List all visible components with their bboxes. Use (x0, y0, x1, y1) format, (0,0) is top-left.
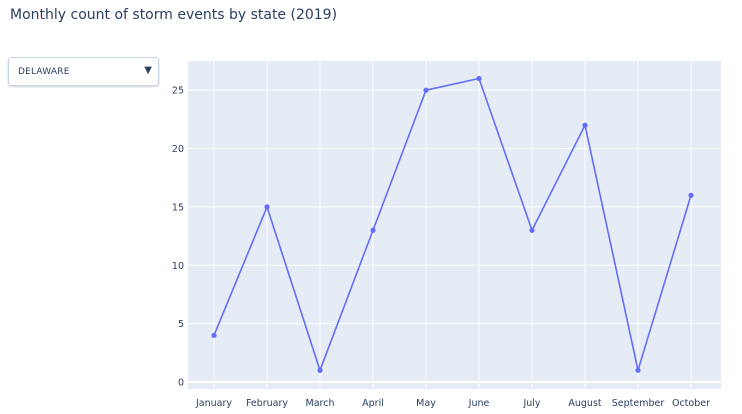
data-point[interactable] (635, 367, 641, 373)
x-tick-label: July (522, 398, 540, 409)
data-point[interactable] (529, 227, 535, 233)
data-point[interactable] (211, 332, 217, 338)
x-tick-label: October (672, 398, 710, 409)
x-tick-label: January (195, 398, 232, 409)
data-point[interactable] (582, 122, 588, 128)
data-point[interactable] (264, 204, 270, 210)
y-tick-label: 25 (172, 86, 184, 97)
x-tick-label: February (246, 398, 288, 409)
data-point[interactable] (317, 367, 323, 373)
data-point[interactable] (370, 227, 376, 233)
plot-area (188, 61, 721, 389)
data-point[interactable] (423, 87, 429, 93)
x-tick-label: June (468, 398, 490, 409)
y-tick-label: 0 (178, 377, 184, 388)
chart-title: Monthly count of storm events by state (… (10, 7, 338, 23)
state-dropdown[interactable]: DELAWARE ▼ (8, 57, 159, 86)
x-tick-label: August (568, 398, 602, 409)
x-tick-label: March (306, 398, 335, 409)
triangle-down-icon: ▼ (144, 65, 152, 76)
x-tick-label: April (362, 398, 384, 409)
y-tick-label: 15 (172, 202, 184, 213)
y-tick-label: 20 (172, 144, 184, 155)
dropdown-selected-value: DELAWARE (18, 67, 70, 77)
x-tick-label: September (612, 398, 665, 409)
data-point[interactable] (688, 192, 694, 198)
y-tick-label: 5 (178, 319, 184, 330)
series-line (213, 77, 692, 372)
data-point[interactable] (476, 75, 482, 82)
x-tick-label: May (416, 398, 436, 409)
y-tick-label: 10 (172, 261, 184, 272)
